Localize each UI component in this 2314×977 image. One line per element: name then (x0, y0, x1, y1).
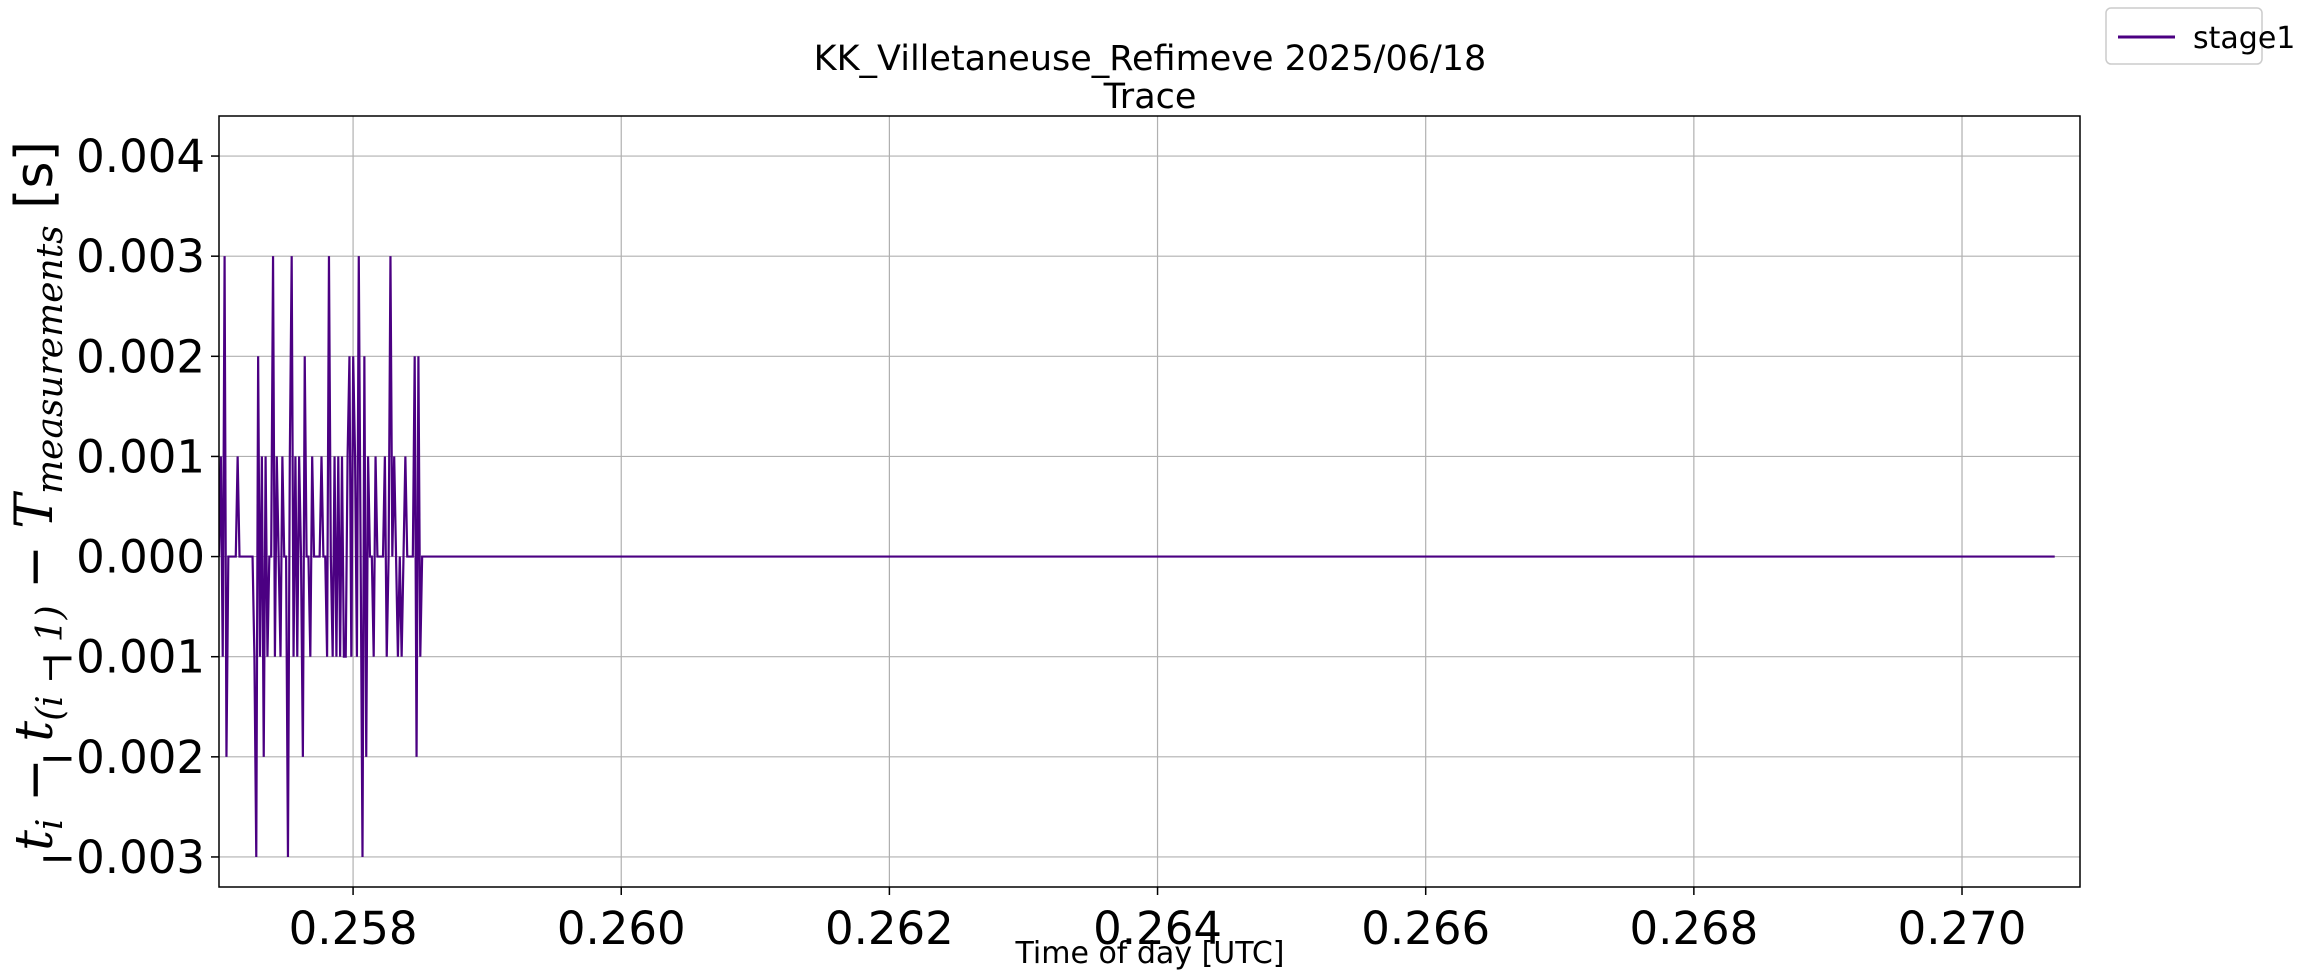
x-tick-label: 0.258 (289, 902, 418, 955)
y-tick-label: 0.001 (76, 430, 205, 483)
y-tick-label: −0.002 (38, 731, 205, 784)
x-tick-label: 0.260 (557, 902, 686, 955)
x-tick-label: 0.264 (1093, 902, 1222, 955)
y-tick-label: 0.004 (76, 130, 205, 183)
x-axis: 0.258 0.260 0.262 0.264 0.266 0.268 0.270 (289, 887, 2027, 955)
x-tick-label: 0.268 (1629, 902, 1758, 955)
legend-label-stage1: stage1 (2193, 21, 2295, 56)
legend: stage1 (2105, 7, 2295, 65)
series-layer (219, 256, 2055, 857)
y-tick-label: 0.000 (76, 531, 205, 584)
x-tick-label: 0.270 (1898, 902, 2027, 955)
chart-subtitle: Trace (1103, 77, 1197, 117)
plot-frame (218, 115, 2081, 888)
y-tick-label: −0.001 (38, 631, 205, 684)
x-axis-label: Time of day [UTC] (1014, 936, 1284, 971)
x-tick-label: 0.266 (1361, 902, 1490, 955)
y-tick-label: 0.002 (76, 330, 205, 383)
y-axis-label: ti − t(i − 1) − Tmeasurements [s] (5, 141, 71, 851)
legend-box (2105, 7, 2263, 65)
y-tick-label: 0.003 (76, 230, 205, 283)
x-tick-label: 0.262 (825, 902, 954, 955)
y-tick-label: −0.003 (38, 831, 205, 884)
y-axis: −0.003 −0.002 −0.001 0.000 0.001 0.002 0.003 0.… (38, 130, 219, 884)
series-line-stage1 (219, 256, 2055, 857)
chart-title: KK_Villetaneuse_Refimeve 2025/06/18 (814, 39, 1487, 79)
